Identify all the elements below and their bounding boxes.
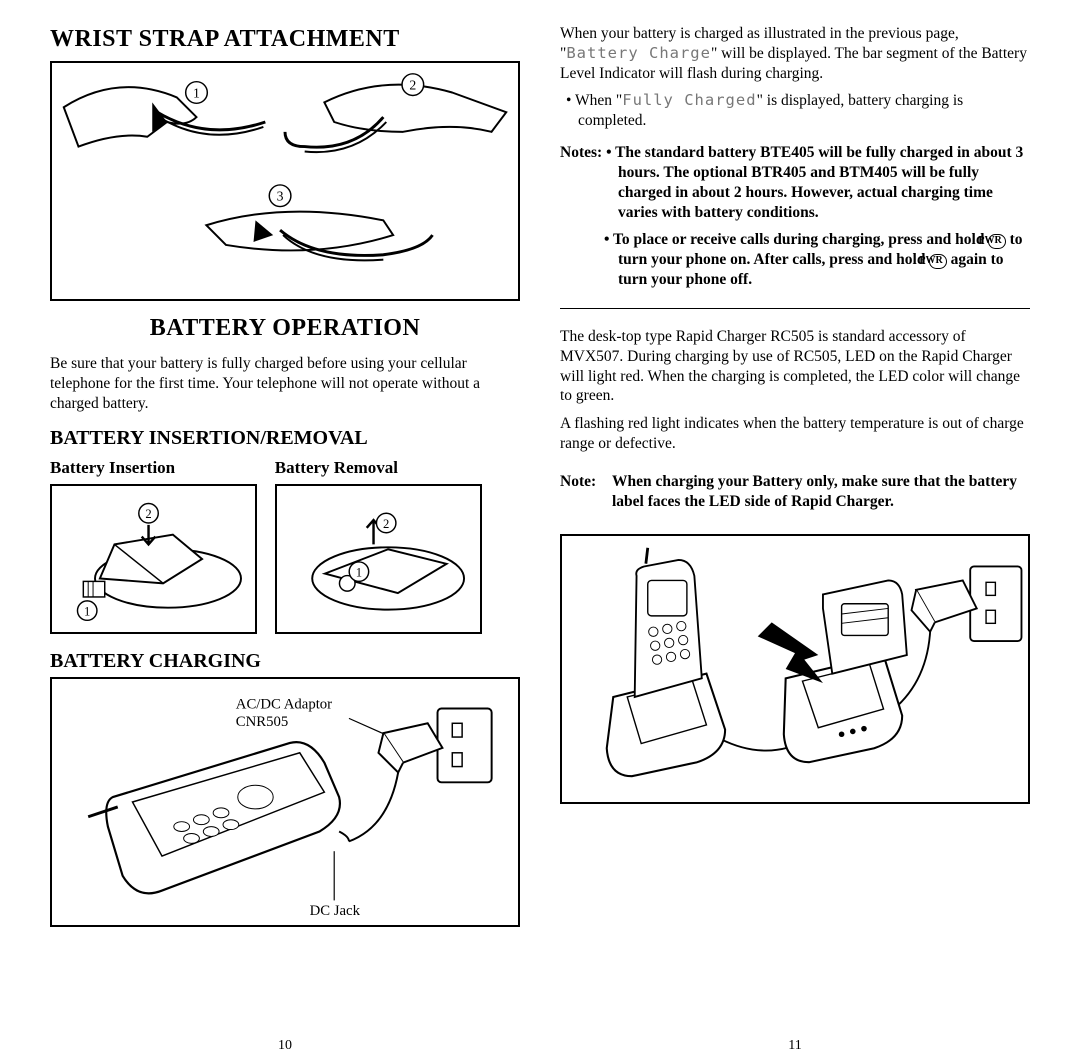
heading-battery-operation: BATTERY OPERATION [50,315,520,342]
label-adaptor-model: CNR505 [236,715,288,731]
svg-text:2: 2 [383,517,389,531]
page-number-right: 11 [560,1030,1030,1054]
notes-block-1: Notes: • The standard battery BTE405 wil… [560,143,1030,222]
figure-removal: 2 1 [275,484,482,634]
figure-insertion: 2 1 [50,484,257,634]
label-dc-jack: DC Jack [310,904,361,920]
col-removal: Battery Removal 2 1 [275,454,482,634]
svg-text:2: 2 [409,78,416,93]
svg-text:2: 2 [145,508,151,522]
svg-text:1: 1 [356,566,362,580]
separator [560,308,1030,309]
heading-insertion-removal: BATTERY INSERTION/REMOVAL [50,427,520,450]
heading-removal: Battery Removal [275,458,482,478]
pwr-icon: PWR [988,234,1005,249]
lcd-battery-charge: Battery Charge [566,44,711,62]
svg-text:3: 3 [277,189,284,204]
figure-wrist-strap: 1 2 3 [50,61,520,301]
note2-text: When charging your Battery only, make su… [612,472,1030,512]
bullet-fully-charged: • When "Fully Charged" is displayed, bat… [560,91,1030,131]
label-adaptor: AC/DC Adaptor [236,697,332,713]
note-1: • The standard battery BTE405 will be fu… [606,144,1023,220]
heading-insertion: Battery Insertion [50,458,257,478]
heading-wrist-strap: WRIST STRAP ATTACHMENT [50,26,520,53]
left-column: WRIST STRAP ATTACHMENT 1 2 3 BATTERY OPE… [30,20,540,1054]
right-column: When your battery is charged as illustra… [540,20,1050,1054]
txt: • To place or receive calls during charg… [604,231,988,248]
lcd-fully-charged: Fully Charged [622,91,756,109]
pwr-icon: PWR [929,254,946,269]
para-charge-display: When your battery is charged as illustra… [560,24,1030,83]
figure-rapid-charger [560,534,1030,804]
txt: • When " [566,92,622,109]
para-battery-operation: Be sure that your battery is fully charg… [50,354,520,413]
note-block-2: Note: When charging your Battery only, m… [560,472,1030,512]
svg-text:1: 1 [193,85,200,100]
col-insertion: Battery Insertion 2 1 [50,454,257,634]
note-2: • To place or receive calls during charg… [560,230,1030,289]
para-flashing-red: A flashing red light indicates when the … [560,414,1030,454]
row-insertion-removal: Battery Insertion 2 1 Battery Rem [50,454,520,634]
heading-charging: BATTERY CHARGING [50,650,520,673]
page-number-left: 10 [50,1030,520,1054]
svg-text:1: 1 [84,605,90,619]
figure-charging: AC/DC Adaptor CNR505 [50,677,520,927]
para-rapid-charger: The desk-top type Rapid Charger RC505 is… [560,327,1030,406]
note2-label: Note: [560,472,612,512]
notes-label: Notes: [560,144,602,161]
